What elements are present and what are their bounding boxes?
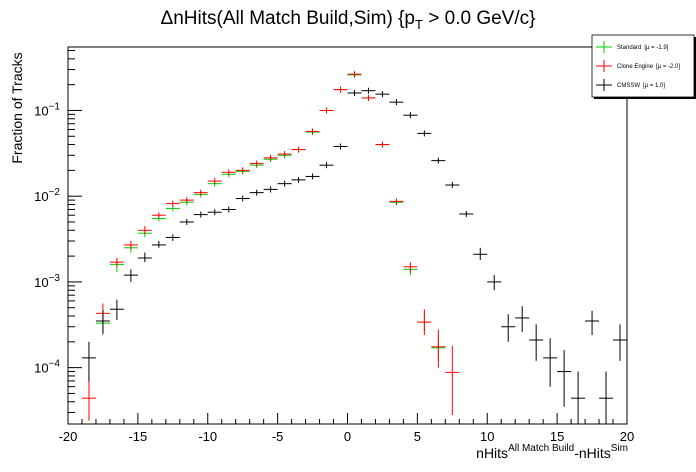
x-tick-label: -20 [59, 429, 78, 444]
axes-layer: -20 -15 -10 -5 0 5 10 15 20 10−4 10−3 10−2 10−1 [34, 50, 634, 444]
x-tick-label: -15 [128, 429, 147, 444]
legend-label: Clone Engine [μ = -2.0] [617, 64, 680, 70]
chart-title: ΔnHits(All Match Build,Sim) {pT > 0.0 Ge… [161, 8, 536, 32]
series-cmssw [81, 87, 627, 424]
legend-label: Standard [μ = -1.9] [617, 45, 669, 51]
legend-shadow-bottom [594, 97, 696, 99]
y-tick-label: 10−2 [34, 187, 60, 204]
legend-label: CMSSW [μ = 1.0] [617, 83, 665, 89]
x-tick-label: 5 [414, 429, 421, 444]
x-tick-label: -10 [198, 429, 217, 444]
y-tick-label: 10−3 [34, 273, 60, 290]
x-tick-label: -5 [272, 429, 284, 444]
x-tick-label: 0 [344, 429, 351, 444]
data-layer [81, 71, 627, 424]
x-tick-label: 20 [620, 429, 634, 444]
y-tick-label: 10−4 [34, 359, 60, 376]
legend: Standard [μ = -1.9] Clone Engine [μ = -2.0]… [591, 34, 696, 99]
x-tick-label: 15 [550, 429, 564, 444]
y-axis-title: Fraction of Tracks [9, 52, 25, 163]
x-tick-label: 10 [480, 429, 494, 444]
series-clone-engine [81, 71, 460, 421]
legend-shadow [694, 37, 696, 99]
y-tick-label: 10−1 [34, 101, 60, 118]
x-axis-title: nHitsAll Match Build-nHitsSim [476, 443, 628, 461]
